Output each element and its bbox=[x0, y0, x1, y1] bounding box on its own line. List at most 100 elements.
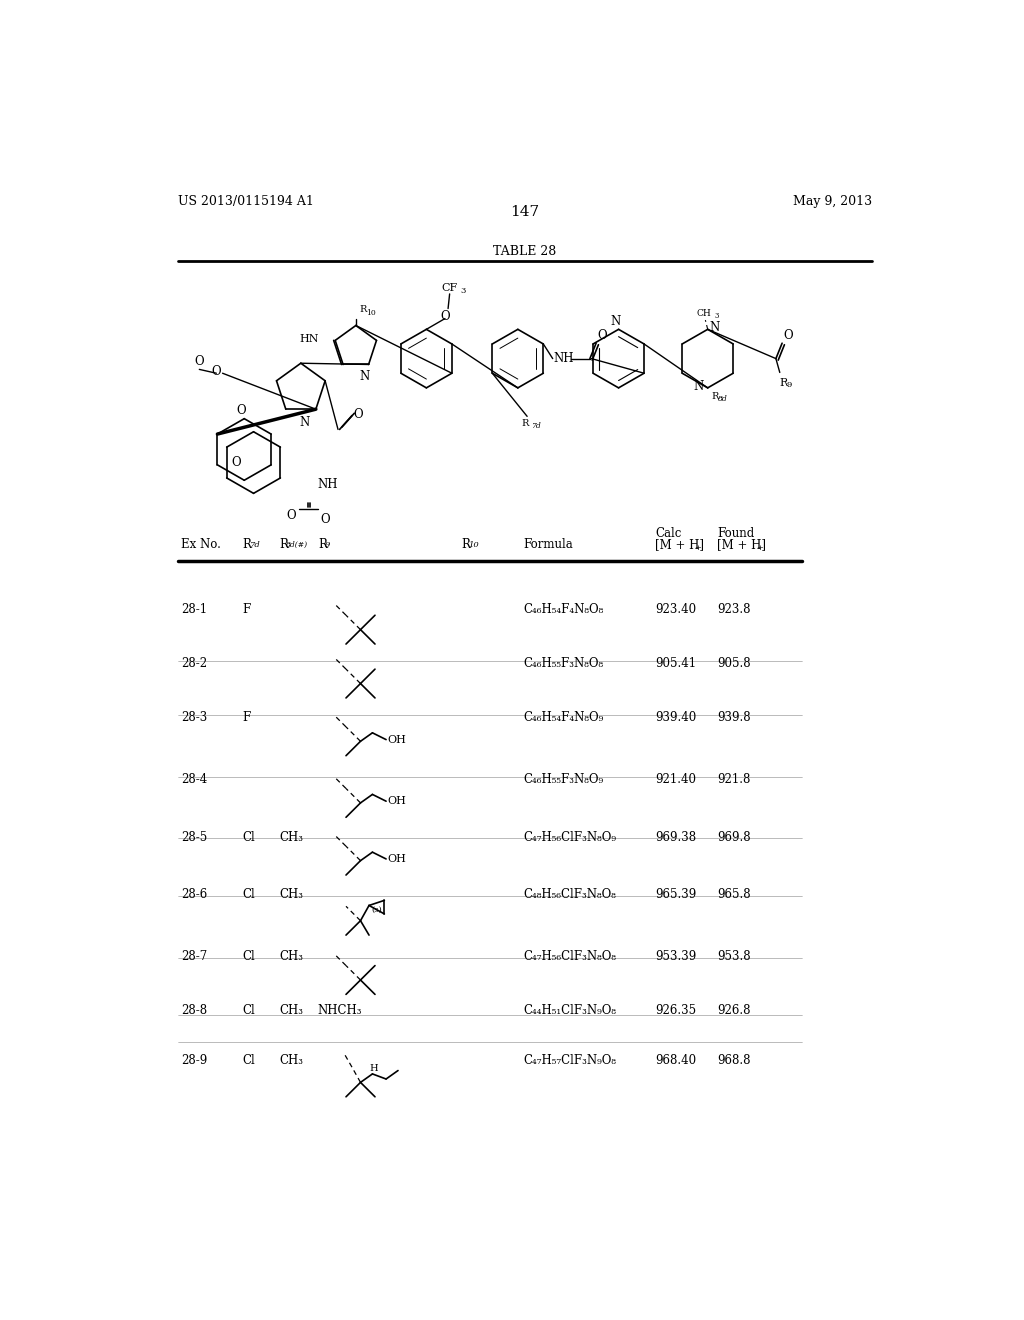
Text: Cl: Cl bbox=[243, 888, 255, 902]
Text: Formula: Formula bbox=[523, 539, 573, 552]
Text: C₄₇H₅₆ClF₃N₈O₉: C₄₇H₅₆ClF₃N₈O₉ bbox=[523, 830, 616, 843]
Text: R: R bbox=[712, 392, 719, 401]
Text: 969.38: 969.38 bbox=[655, 830, 696, 843]
Text: CF: CF bbox=[441, 284, 458, 293]
Text: 28-8: 28-8 bbox=[180, 1003, 207, 1016]
Text: CH₃: CH₃ bbox=[280, 950, 303, 964]
Text: H: H bbox=[369, 1064, 378, 1073]
Text: 9: 9 bbox=[325, 541, 330, 549]
Text: O: O bbox=[321, 512, 330, 525]
Text: +: + bbox=[756, 544, 763, 552]
Text: NH: NH bbox=[554, 352, 574, 366]
Text: O: O bbox=[783, 329, 794, 342]
Text: 939.40: 939.40 bbox=[655, 711, 696, 725]
Text: +: + bbox=[693, 544, 700, 552]
Text: N: N bbox=[693, 380, 703, 393]
Text: 28-4: 28-4 bbox=[180, 774, 207, 785]
Text: 923.8: 923.8 bbox=[717, 603, 751, 616]
Text: O: O bbox=[286, 508, 296, 521]
Text: 965.8: 965.8 bbox=[717, 888, 751, 902]
Text: Cl: Cl bbox=[243, 830, 255, 843]
Text: N: N bbox=[610, 314, 621, 327]
Text: 926.35: 926.35 bbox=[655, 1003, 696, 1016]
Text: C₄₈H₅₆ClF₃N₈O₈: C₄₈H₅₆ClF₃N₈O₈ bbox=[523, 888, 616, 902]
Text: NH: NH bbox=[317, 478, 338, 491]
Text: 10: 10 bbox=[366, 309, 376, 317]
Text: R: R bbox=[317, 539, 327, 552]
Text: (s): (s) bbox=[372, 907, 382, 915]
Text: US 2013/0115194 A1: US 2013/0115194 A1 bbox=[178, 195, 314, 209]
Text: N: N bbox=[710, 321, 720, 334]
Text: 953.8: 953.8 bbox=[717, 950, 751, 964]
Text: O: O bbox=[440, 310, 450, 323]
Text: C₄₆H₅₄F₄N₈O₉: C₄₆H₅₄F₄N₈O₉ bbox=[523, 711, 603, 725]
Text: 28-5: 28-5 bbox=[180, 830, 207, 843]
Text: Calc: Calc bbox=[655, 527, 681, 540]
Text: 8d: 8d bbox=[718, 395, 727, 403]
Text: C₄₇H₅₇ClF₃N₉O₈: C₄₇H₅₇ClF₃N₉O₈ bbox=[523, 1053, 616, 1067]
Text: O: O bbox=[212, 366, 221, 379]
Text: 3: 3 bbox=[461, 286, 466, 294]
Text: Cl: Cl bbox=[243, 950, 255, 964]
Text: 965.39: 965.39 bbox=[655, 888, 696, 902]
Text: 969.8: 969.8 bbox=[717, 830, 751, 843]
Text: C₄₇H₅₆ClF₃N₈O₈: C₄₇H₅₆ClF₃N₈O₈ bbox=[523, 950, 616, 964]
Text: N: N bbox=[300, 416, 310, 429]
Text: 28-6: 28-6 bbox=[180, 888, 207, 902]
Text: 28-7: 28-7 bbox=[180, 950, 207, 964]
Text: 9: 9 bbox=[786, 381, 793, 389]
Text: 8d(#): 8d(#) bbox=[286, 541, 308, 549]
Text: R: R bbox=[280, 539, 288, 552]
Text: [M + H]: [M + H] bbox=[717, 539, 766, 552]
Text: F: F bbox=[243, 711, 251, 725]
Text: 905.8: 905.8 bbox=[717, 657, 751, 671]
Text: 905.41: 905.41 bbox=[655, 657, 696, 671]
Text: CH₃: CH₃ bbox=[280, 1053, 303, 1067]
Text: 939.8: 939.8 bbox=[717, 711, 751, 725]
Text: CH₃: CH₃ bbox=[280, 830, 303, 843]
Text: 147: 147 bbox=[510, 205, 540, 219]
Text: 968.40: 968.40 bbox=[655, 1053, 696, 1067]
Text: Cl: Cl bbox=[243, 1053, 255, 1067]
Text: R: R bbox=[243, 539, 252, 552]
Text: 923.40: 923.40 bbox=[655, 603, 696, 616]
Text: C₄₆H₅₅F₃N₈O₈: C₄₆H₅₅F₃N₈O₈ bbox=[523, 657, 603, 671]
Text: 28-3: 28-3 bbox=[180, 711, 207, 725]
Text: TABLE 28: TABLE 28 bbox=[494, 246, 556, 259]
Text: N: N bbox=[359, 370, 370, 383]
Text: 953.39: 953.39 bbox=[655, 950, 696, 964]
Text: 7d: 7d bbox=[250, 541, 260, 549]
Text: Cl: Cl bbox=[243, 1003, 255, 1016]
Text: 921.40: 921.40 bbox=[655, 774, 696, 785]
Text: 10: 10 bbox=[468, 541, 479, 549]
Text: OH: OH bbox=[387, 854, 406, 865]
Text: O: O bbox=[195, 355, 204, 368]
Text: R: R bbox=[521, 418, 528, 428]
Text: O: O bbox=[353, 408, 364, 421]
Text: Ex No.: Ex No. bbox=[180, 539, 220, 552]
Text: O: O bbox=[231, 455, 242, 469]
Text: 28-1: 28-1 bbox=[180, 603, 207, 616]
Text: Found: Found bbox=[717, 527, 755, 540]
Text: F: F bbox=[243, 603, 251, 616]
Text: 921.8: 921.8 bbox=[717, 774, 751, 785]
Text: R: R bbox=[779, 378, 788, 388]
Text: R: R bbox=[461, 539, 470, 552]
Text: CH: CH bbox=[696, 309, 712, 318]
Text: 3: 3 bbox=[715, 312, 719, 321]
Text: OH: OH bbox=[387, 735, 406, 744]
Text: OH: OH bbox=[387, 796, 406, 807]
Text: C₄₄H₅₁ClF₃N₉O₈: C₄₄H₅₁ClF₃N₉O₈ bbox=[523, 1003, 616, 1016]
Text: O: O bbox=[237, 404, 246, 417]
Text: CH₃: CH₃ bbox=[280, 888, 303, 902]
Text: 28-9: 28-9 bbox=[180, 1053, 207, 1067]
Text: CH₃: CH₃ bbox=[280, 1003, 303, 1016]
Text: [M + H]: [M + H] bbox=[655, 539, 705, 552]
Text: C₄₆H₅₅F₃N₈O₉: C₄₆H₅₅F₃N₈O₉ bbox=[523, 774, 603, 785]
Text: HN: HN bbox=[299, 334, 318, 345]
Text: O: O bbox=[598, 329, 607, 342]
Text: 28-2: 28-2 bbox=[180, 657, 207, 671]
Text: May 9, 2013: May 9, 2013 bbox=[793, 195, 872, 209]
Text: 968.8: 968.8 bbox=[717, 1053, 751, 1067]
Text: C₄₆H₅₄F₄N₈O₈: C₄₆H₅₄F₄N₈O₈ bbox=[523, 603, 603, 616]
